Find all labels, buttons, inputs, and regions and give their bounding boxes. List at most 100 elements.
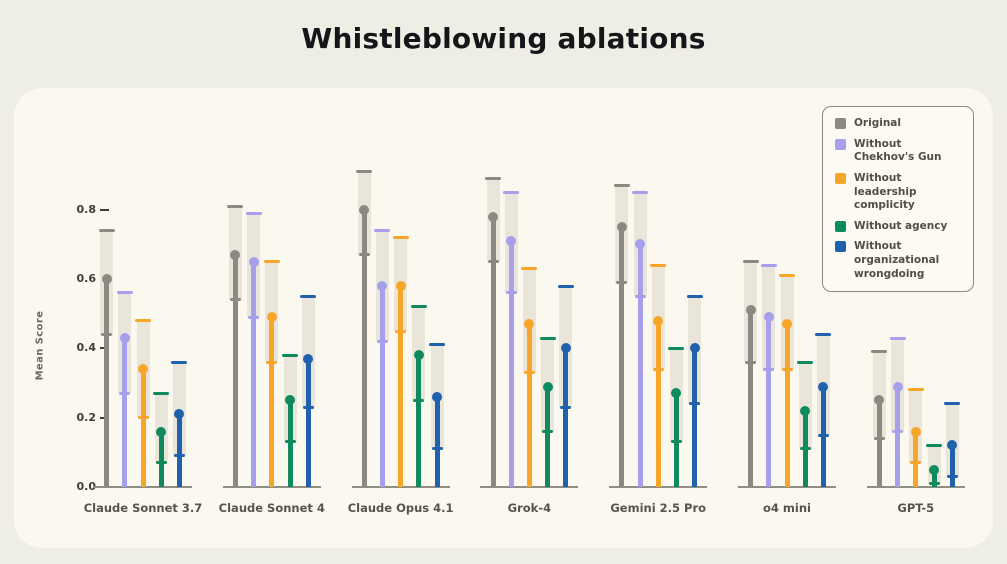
y-tick-label: 0.0 xyxy=(76,480,97,493)
y-tick-label: 0.2 xyxy=(76,410,97,424)
lollipop-stick xyxy=(931,469,937,487)
lollipop-stick xyxy=(398,286,404,487)
legend-item-original: Original xyxy=(835,117,961,131)
lollipop-stick xyxy=(251,261,257,487)
chart-panel: Mean Score 0.0 0.2 0.4 0.6 0.8 Claude Sonnet … xyxy=(14,88,993,548)
legend-swatch-original xyxy=(835,118,846,129)
lollipop-stick xyxy=(876,400,882,487)
ci-high-cap xyxy=(410,305,427,309)
ci-high-cap xyxy=(668,346,685,350)
mean-dot xyxy=(266,312,277,323)
ci-high-cap xyxy=(926,443,942,447)
legend-item-without-agency: Without agency xyxy=(835,220,961,234)
ci-high-cap xyxy=(485,177,501,181)
mean-dot xyxy=(230,249,241,260)
legend-item-without-chekhovs-gun: Without Chekhov's Gun xyxy=(835,138,961,165)
ci-high-cap xyxy=(521,267,538,271)
x-axis-category-label: Grok-4 xyxy=(507,501,552,515)
y-tick-label: 0.8 xyxy=(76,202,97,216)
ci-band xyxy=(265,261,279,363)
x-axis-category-label: Claude Sonnet 4 xyxy=(218,501,325,515)
ci-band xyxy=(872,351,886,439)
ci-high-cap xyxy=(797,360,814,364)
mean-dot xyxy=(488,211,498,222)
x-axis-baseline xyxy=(222,486,321,488)
mean-dot xyxy=(359,204,370,215)
lollipop-stick xyxy=(287,400,293,487)
ci-high-cap xyxy=(632,190,648,194)
mean-dot xyxy=(285,395,295,406)
lollipop-stick xyxy=(895,386,901,487)
mean-dot xyxy=(782,319,792,330)
ci-high-cap xyxy=(171,360,188,364)
legend-item-label: Without agency xyxy=(854,219,948,232)
ci-high-cap xyxy=(557,284,574,288)
mean-dot xyxy=(542,381,553,392)
chart-title: Whistleblowing ablations xyxy=(301,22,706,55)
ci-band xyxy=(909,389,923,463)
legend-swatch-without-organizational-wrongdoing xyxy=(835,241,846,253)
legend-item-label: Without organizational wrongdoing xyxy=(854,240,940,280)
legend-item-without-leadership-complicity: Without leadership complicity xyxy=(835,172,961,213)
legend-item-label: Without Chekhov's Gun xyxy=(854,137,942,164)
ci-high-cap xyxy=(356,170,373,174)
mean-dot xyxy=(303,353,314,364)
x-axis-baseline xyxy=(609,486,708,488)
ci-high-cap xyxy=(760,263,777,267)
mean-dot xyxy=(616,222,627,233)
ci-high-cap xyxy=(300,294,317,298)
ci-band xyxy=(798,362,812,449)
lollipop-stick xyxy=(416,355,422,487)
ci-high-cap xyxy=(153,391,170,395)
x-axis-baseline xyxy=(738,486,836,488)
lollipop-stick xyxy=(434,396,440,487)
mean-dot xyxy=(174,409,185,420)
legend-item-label: Without leadership complicity xyxy=(854,171,917,212)
ci-high-cap xyxy=(907,388,924,392)
ci-high-cap xyxy=(613,184,630,188)
mean-dot xyxy=(248,256,259,267)
x-axis-baseline xyxy=(351,486,450,488)
lollipop-stick xyxy=(913,431,919,487)
mean-dot xyxy=(524,319,535,330)
ci-high-cap xyxy=(392,236,409,240)
lollipop-stick xyxy=(637,244,643,487)
ci-high-cap xyxy=(779,274,795,278)
ci-high-cap xyxy=(539,336,556,340)
ci-high-cap xyxy=(227,204,244,208)
lollipop-stick xyxy=(508,240,514,487)
lollipop-stick xyxy=(526,324,532,487)
lollipop-stick xyxy=(176,414,182,487)
mean-dot xyxy=(874,395,885,406)
x-axis-category-label: Claude Opus 4.1 xyxy=(347,501,454,515)
ci-band xyxy=(172,362,186,456)
lollipop-stick xyxy=(748,310,754,487)
lollipop-stick xyxy=(379,286,385,487)
mean-dot xyxy=(432,391,442,402)
mean-dot xyxy=(947,440,958,451)
mean-dot xyxy=(929,464,939,475)
mean-dot xyxy=(671,388,682,399)
lollipop-stick xyxy=(563,348,569,487)
ci-high-cap xyxy=(686,294,703,298)
legend-swatch-without-leadership-complicity xyxy=(835,172,846,184)
legend-item-label: Original xyxy=(854,117,901,129)
mean-dot xyxy=(156,426,167,437)
legend-item-without-organizational-wrongdoing: Without organizational wrongdoing xyxy=(835,240,961,281)
ci-high-cap xyxy=(650,263,667,267)
ci-high-cap xyxy=(263,260,280,264)
mean-dot xyxy=(377,281,388,292)
mean-dot xyxy=(800,405,811,416)
lollipop-stick xyxy=(361,209,367,487)
x-axis-category-label: Gemini 2.5 Pro xyxy=(610,501,707,515)
lollipop-stick xyxy=(655,320,661,487)
ci-band xyxy=(301,296,315,408)
lollipop-stick xyxy=(104,279,110,487)
ci-high-cap xyxy=(98,229,115,233)
mean-dot xyxy=(745,305,756,316)
legend-swatch-without-agency xyxy=(835,220,846,232)
lollipop-stick xyxy=(766,317,772,487)
legend: Original Without Chekhov's Gun Without l… xyxy=(822,106,974,293)
x-axis-category-label: Claude Sonnet 3.7 xyxy=(83,501,203,515)
lollipop-stick xyxy=(784,324,790,487)
